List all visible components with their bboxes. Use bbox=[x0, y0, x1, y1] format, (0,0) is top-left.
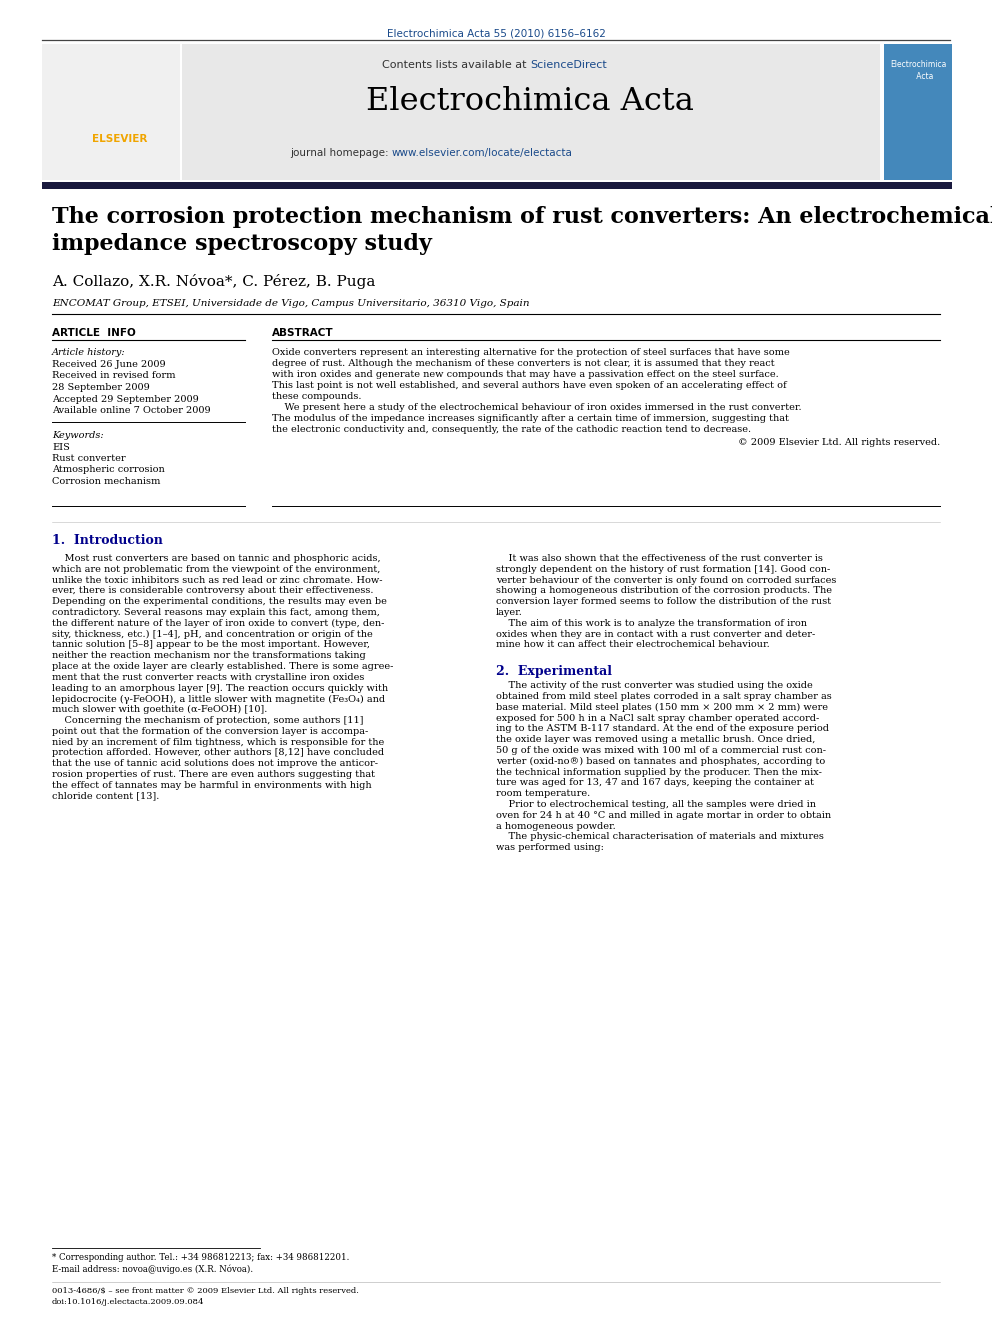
Text: 1.  Introduction: 1. Introduction bbox=[52, 534, 163, 546]
Text: with iron oxides and generate new compounds that may have a passivation effect o: with iron oxides and generate new compou… bbox=[272, 370, 779, 378]
Text: * Corresponding author. Tel.: +34 986812213; fax: +34 986812201.: * Corresponding author. Tel.: +34 986812… bbox=[52, 1253, 349, 1262]
Bar bbox=[42, 44, 180, 180]
Text: oven for 24 h at 40 °C and milled in agate mortar in order to obtain: oven for 24 h at 40 °C and milled in aga… bbox=[496, 811, 831, 820]
Text: verter (oxid-no®) based on tannates and phosphates, according to: verter (oxid-no®) based on tannates and … bbox=[496, 757, 825, 766]
Text: contradictory. Several reasons may explain this fact, among them,: contradictory. Several reasons may expla… bbox=[52, 609, 380, 617]
Text: Depending on the experimental conditions, the results may even be: Depending on the experimental conditions… bbox=[52, 597, 387, 606]
Text: base material. Mild steel plates (150 mm × 200 mm × 2 mm) were: base material. Mild steel plates (150 mm… bbox=[496, 703, 828, 712]
Text: ELSEVIER: ELSEVIER bbox=[92, 134, 148, 144]
Text: 28 September 2009: 28 September 2009 bbox=[52, 382, 150, 392]
Text: point out that the formation of the conversion layer is accompa-: point out that the formation of the conv… bbox=[52, 726, 368, 736]
Text: doi:10.1016/j.electacta.2009.09.084: doi:10.1016/j.electacta.2009.09.084 bbox=[52, 1298, 204, 1306]
Text: the technical information supplied by the producer. Then the mix-: the technical information supplied by th… bbox=[496, 767, 822, 777]
Text: mine how it can affect their electrochemical behaviour.: mine how it can affect their electrochem… bbox=[496, 640, 770, 650]
Text: verter behaviour of the converter is only found on corroded surfaces: verter behaviour of the converter is onl… bbox=[496, 576, 836, 585]
Bar bbox=[42, 183, 952, 189]
Text: was performed using:: was performed using: bbox=[496, 843, 604, 852]
Text: journal homepage:: journal homepage: bbox=[290, 148, 392, 157]
Text: The corrosion protection mechanism of rust converters: An electrochemical
impeda: The corrosion protection mechanism of ru… bbox=[52, 206, 992, 255]
Text: rosion properties of rust. There are even authors suggesting that: rosion properties of rust. There are eve… bbox=[52, 770, 375, 779]
Text: A. Collazo, X.R. Nóvoa*, C. Pérez, B. Puga: A. Collazo, X.R. Nóvoa*, C. Pérez, B. Pu… bbox=[52, 274, 375, 288]
Text: degree of rust. Although the mechanism of these converters is not clear, it is a: degree of rust. Although the mechanism o… bbox=[272, 359, 775, 368]
Text: Article history:: Article history: bbox=[52, 348, 126, 357]
Text: the different nature of the layer of iron oxide to convert (type, den-: the different nature of the layer of iro… bbox=[52, 619, 384, 628]
Text: The aim of this work is to analyze the transformation of iron: The aim of this work is to analyze the t… bbox=[496, 619, 807, 628]
Text: Received 26 June 2009: Received 26 June 2009 bbox=[52, 360, 166, 369]
Text: sity, thickness, etc.) [1–4], pH, and concentration or origin of the: sity, thickness, etc.) [1–4], pH, and co… bbox=[52, 630, 373, 639]
Text: Rust converter: Rust converter bbox=[52, 454, 126, 463]
Text: Most rust converters are based on tannic and phosphoric acids,: Most rust converters are based on tannic… bbox=[52, 554, 381, 564]
Text: E-mail address: novoa@uvigo.es (X.R. Nóvoa).: E-mail address: novoa@uvigo.es (X.R. Nóv… bbox=[52, 1263, 253, 1274]
Text: It was also shown that the effectiveness of the rust converter is: It was also shown that the effectiveness… bbox=[496, 554, 823, 564]
Text: We present here a study of the electrochemical behaviour of iron oxides immersed: We present here a study of the electroch… bbox=[272, 404, 802, 411]
Text: Received in revised form: Received in revised form bbox=[52, 372, 176, 381]
Text: The physic-chemical characterisation of materials and mixtures: The physic-chemical characterisation of … bbox=[496, 832, 824, 841]
Text: these compounds.: these compounds. bbox=[272, 392, 361, 401]
Text: place at the oxide layer are clearly established. There is some agree-: place at the oxide layer are clearly est… bbox=[52, 662, 394, 671]
Text: neither the reaction mechanism nor the transformations taking: neither the reaction mechanism nor the t… bbox=[52, 651, 366, 660]
Text: © 2009 Elsevier Ltd. All rights reserved.: © 2009 Elsevier Ltd. All rights reserved… bbox=[738, 438, 940, 447]
Text: much slower with goethite (α-FeOOH) [10].: much slower with goethite (α-FeOOH) [10]… bbox=[52, 705, 268, 714]
Text: unlike the toxic inhibitors such as red lead or zinc chromate. How-: unlike the toxic inhibitors such as red … bbox=[52, 576, 383, 585]
Text: ScienceDirect: ScienceDirect bbox=[530, 60, 607, 70]
Text: Prior to electrochemical testing, all the samples were dried in: Prior to electrochemical testing, all th… bbox=[496, 800, 816, 808]
Text: tannic solution [5–8] appear to be the most important. However,: tannic solution [5–8] appear to be the m… bbox=[52, 640, 370, 650]
Text: lepidocrocite (γ-FeOOH), a little slower with magnetite (Fe₃O₄) and: lepidocrocite (γ-FeOOH), a little slower… bbox=[52, 695, 385, 704]
Text: Keywords:: Keywords: bbox=[52, 430, 103, 439]
Text: Concerning the mechanism of protection, some authors [11]: Concerning the mechanism of protection, … bbox=[52, 716, 363, 725]
Text: layer.: layer. bbox=[496, 609, 523, 617]
Text: ARTICLE  INFO: ARTICLE INFO bbox=[52, 328, 136, 337]
Text: the electronic conductivity and, consequently, the rate of the cathodic reaction: the electronic conductivity and, consequ… bbox=[272, 425, 751, 434]
Text: room temperature.: room temperature. bbox=[496, 790, 590, 798]
Text: www.elsevier.com/locate/electacta: www.elsevier.com/locate/electacta bbox=[392, 148, 572, 157]
Text: a homogeneous powder.: a homogeneous powder. bbox=[496, 822, 616, 831]
Text: Corrosion mechanism: Corrosion mechanism bbox=[52, 478, 161, 486]
Text: 50 g of the oxide was mixed with 100 ml of a commercial rust con-: 50 g of the oxide was mixed with 100 ml … bbox=[496, 746, 826, 755]
Text: the effect of tannates may be harmful in environments with high: the effect of tannates may be harmful in… bbox=[52, 781, 372, 790]
Text: ABSTRACT: ABSTRACT bbox=[272, 328, 333, 337]
Text: showing a homogeneous distribution of the corrosion products. The: showing a homogeneous distribution of th… bbox=[496, 586, 832, 595]
Text: ENCOMAT Group, ETSEI, Universidade de Vigo, Campus Universitario, 36310 Vigo, Sp: ENCOMAT Group, ETSEI, Universidade de Vi… bbox=[52, 299, 530, 308]
Text: Contents lists available at: Contents lists available at bbox=[382, 60, 530, 70]
Text: 2.  Experimental: 2. Experimental bbox=[496, 665, 612, 679]
Text: ing to the ASTM B-117 standard. At the end of the exposure period: ing to the ASTM B-117 standard. At the e… bbox=[496, 725, 829, 733]
Bar bbox=[884, 44, 952, 180]
Text: ment that the rust converter reacts with crystalline iron oxides: ment that the rust converter reacts with… bbox=[52, 673, 364, 681]
Text: EIS: EIS bbox=[52, 442, 69, 451]
Text: leading to an amorphous layer [9]. The reaction occurs quickly with: leading to an amorphous layer [9]. The r… bbox=[52, 684, 388, 693]
Text: The modulus of the impedance increases significantly after a certain time of imm: The modulus of the impedance increases s… bbox=[272, 414, 789, 423]
Text: Available online 7 October 2009: Available online 7 October 2009 bbox=[52, 406, 210, 415]
Text: oxides when they are in contact with a rust converter and deter-: oxides when they are in contact with a r… bbox=[496, 630, 815, 639]
Text: Electrochimica Acta: Electrochimica Acta bbox=[366, 86, 694, 116]
Text: nied by an increment of film tightness, which is responsible for the: nied by an increment of film tightness, … bbox=[52, 738, 384, 746]
Text: the oxide layer was removed using a metallic brush. Once dried,: the oxide layer was removed using a meta… bbox=[496, 736, 815, 745]
Text: 0013-4686/$ – see front matter © 2009 Elsevier Ltd. All rights reserved.: 0013-4686/$ – see front matter © 2009 El… bbox=[52, 1287, 359, 1295]
Text: conversion layer formed seems to follow the distribution of the rust: conversion layer formed seems to follow … bbox=[496, 597, 831, 606]
Bar bbox=[182, 44, 880, 180]
Text: which are not problematic from the viewpoint of the environment,: which are not problematic from the viewp… bbox=[52, 565, 380, 574]
Text: chloride content [13].: chloride content [13]. bbox=[52, 791, 160, 800]
Text: This last point is not well established, and several authors have even spoken of: This last point is not well established,… bbox=[272, 381, 787, 390]
Text: Accepted 29 September 2009: Accepted 29 September 2009 bbox=[52, 394, 198, 404]
Text: strongly dependent on the history of rust formation [14]. Good con-: strongly dependent on the history of rus… bbox=[496, 565, 830, 574]
Text: Electrochimica
      Acta: Electrochimica Acta bbox=[890, 60, 946, 81]
Text: The activity of the rust converter was studied using the oxide: The activity of the rust converter was s… bbox=[496, 681, 812, 691]
Text: that the use of tannic acid solutions does not improve the anticor-: that the use of tannic acid solutions do… bbox=[52, 759, 378, 769]
Text: Atmospheric corrosion: Atmospheric corrosion bbox=[52, 466, 165, 475]
Text: exposed for 500 h in a NaCl salt spray chamber operated accord-: exposed for 500 h in a NaCl salt spray c… bbox=[496, 713, 819, 722]
Text: ever, there is considerable controversy about their effectiveness.: ever, there is considerable controversy … bbox=[52, 586, 374, 595]
Text: protection afforded. However, other authors [8,12] have concluded: protection afforded. However, other auth… bbox=[52, 749, 384, 757]
Text: Oxide converters represent an interesting alternative for the protection of stee: Oxide converters represent an interestin… bbox=[272, 348, 790, 357]
Text: obtained from mild steel plates corroded in a salt spray chamber as: obtained from mild steel plates corroded… bbox=[496, 692, 831, 701]
Text: Electrochimica Acta 55 (2010) 6156–6162: Electrochimica Acta 55 (2010) 6156–6162 bbox=[387, 28, 605, 38]
Text: ture was aged for 13, 47 and 167 days, keeping the container at: ture was aged for 13, 47 and 167 days, k… bbox=[496, 778, 814, 787]
